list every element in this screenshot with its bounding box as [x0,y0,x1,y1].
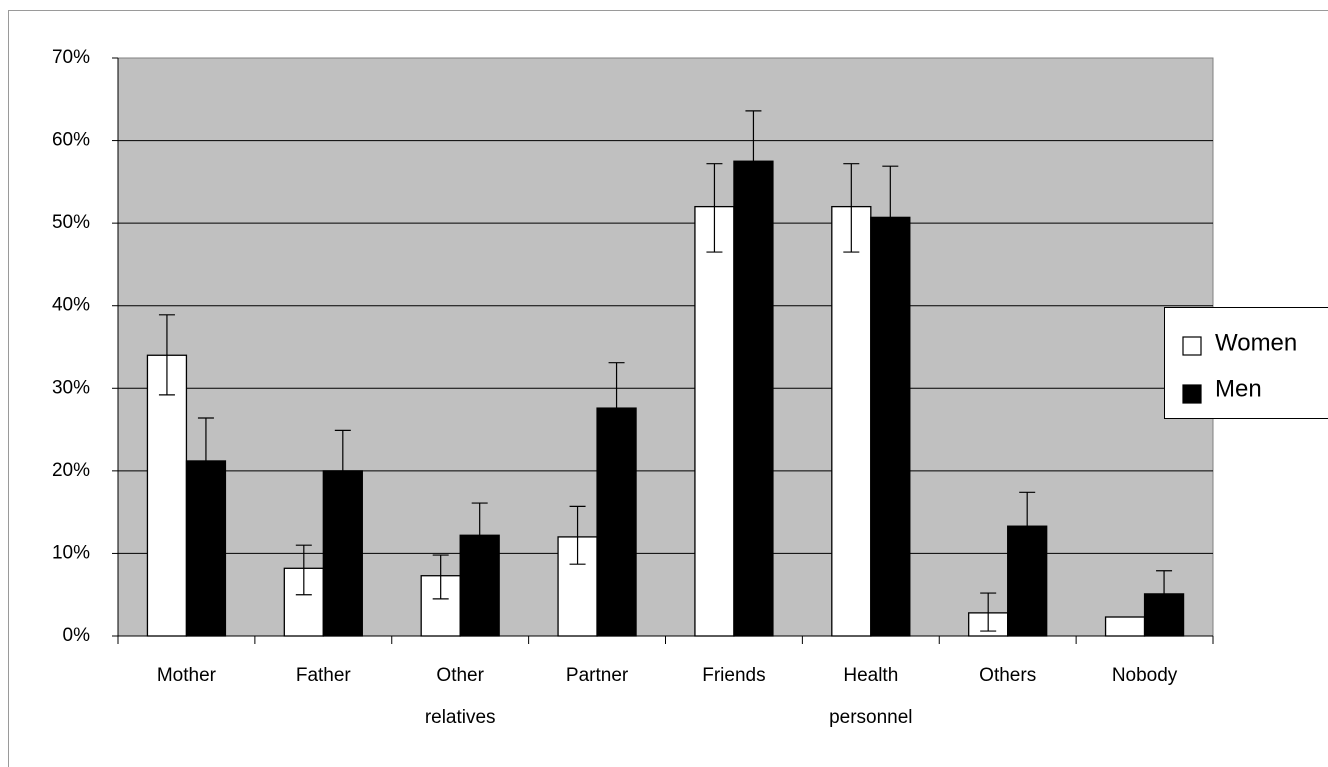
y-axis: 0% 10% 20% 30% 40% 50% 60% 70% [52,47,119,646]
x-category-label: Nobody [1112,665,1178,686]
y-tick-label: 10% [52,542,90,563]
bar-women-4 [694,205,735,637]
legend-swatch-women [1182,336,1202,356]
bars [146,160,1185,637]
y-tick-label: 20% [52,460,90,481]
y-tick-label: 30% [52,377,90,398]
bar-men-3 [596,407,637,637]
y-tick-label: 60% [52,130,90,151]
x-category-label: Friends [702,665,765,686]
x-category-label: Others [979,665,1036,686]
bar-women-0 [146,354,188,637]
x-category-label: Father [296,665,352,686]
bar-men-4 [733,160,774,637]
y-tick-label: 0% [63,625,91,646]
y-tick-label: 70% [52,47,90,68]
bar-men-0 [185,460,227,637]
legend-label-men: Men [1215,375,1262,402]
x-category-label: Partner [566,665,629,686]
plot-area [117,57,1214,637]
bar-men-2 [459,534,500,637]
x-category-label: personnel [829,707,912,728]
bar-men-7 [1143,593,1185,637]
bar-men-6 [1007,525,1048,637]
x-category-label: Health [843,665,898,686]
legend-label-women: Women [1215,329,1297,356]
bar-women-5 [831,205,872,637]
bar-men-1 [322,470,363,637]
x-category-label: relatives [425,707,496,728]
bar-men-5 [870,216,911,637]
bar-women-7 [1104,616,1146,637]
legend-swatch-men [1182,384,1202,404]
y-tick-label: 40% [52,295,90,316]
x-category-label: Other [436,665,484,686]
error-bars [158,110,1173,632]
legend: Women Men [1164,307,1328,419]
y-tick-label: 50% [52,212,90,233]
x-category-label: Mother [157,665,217,686]
